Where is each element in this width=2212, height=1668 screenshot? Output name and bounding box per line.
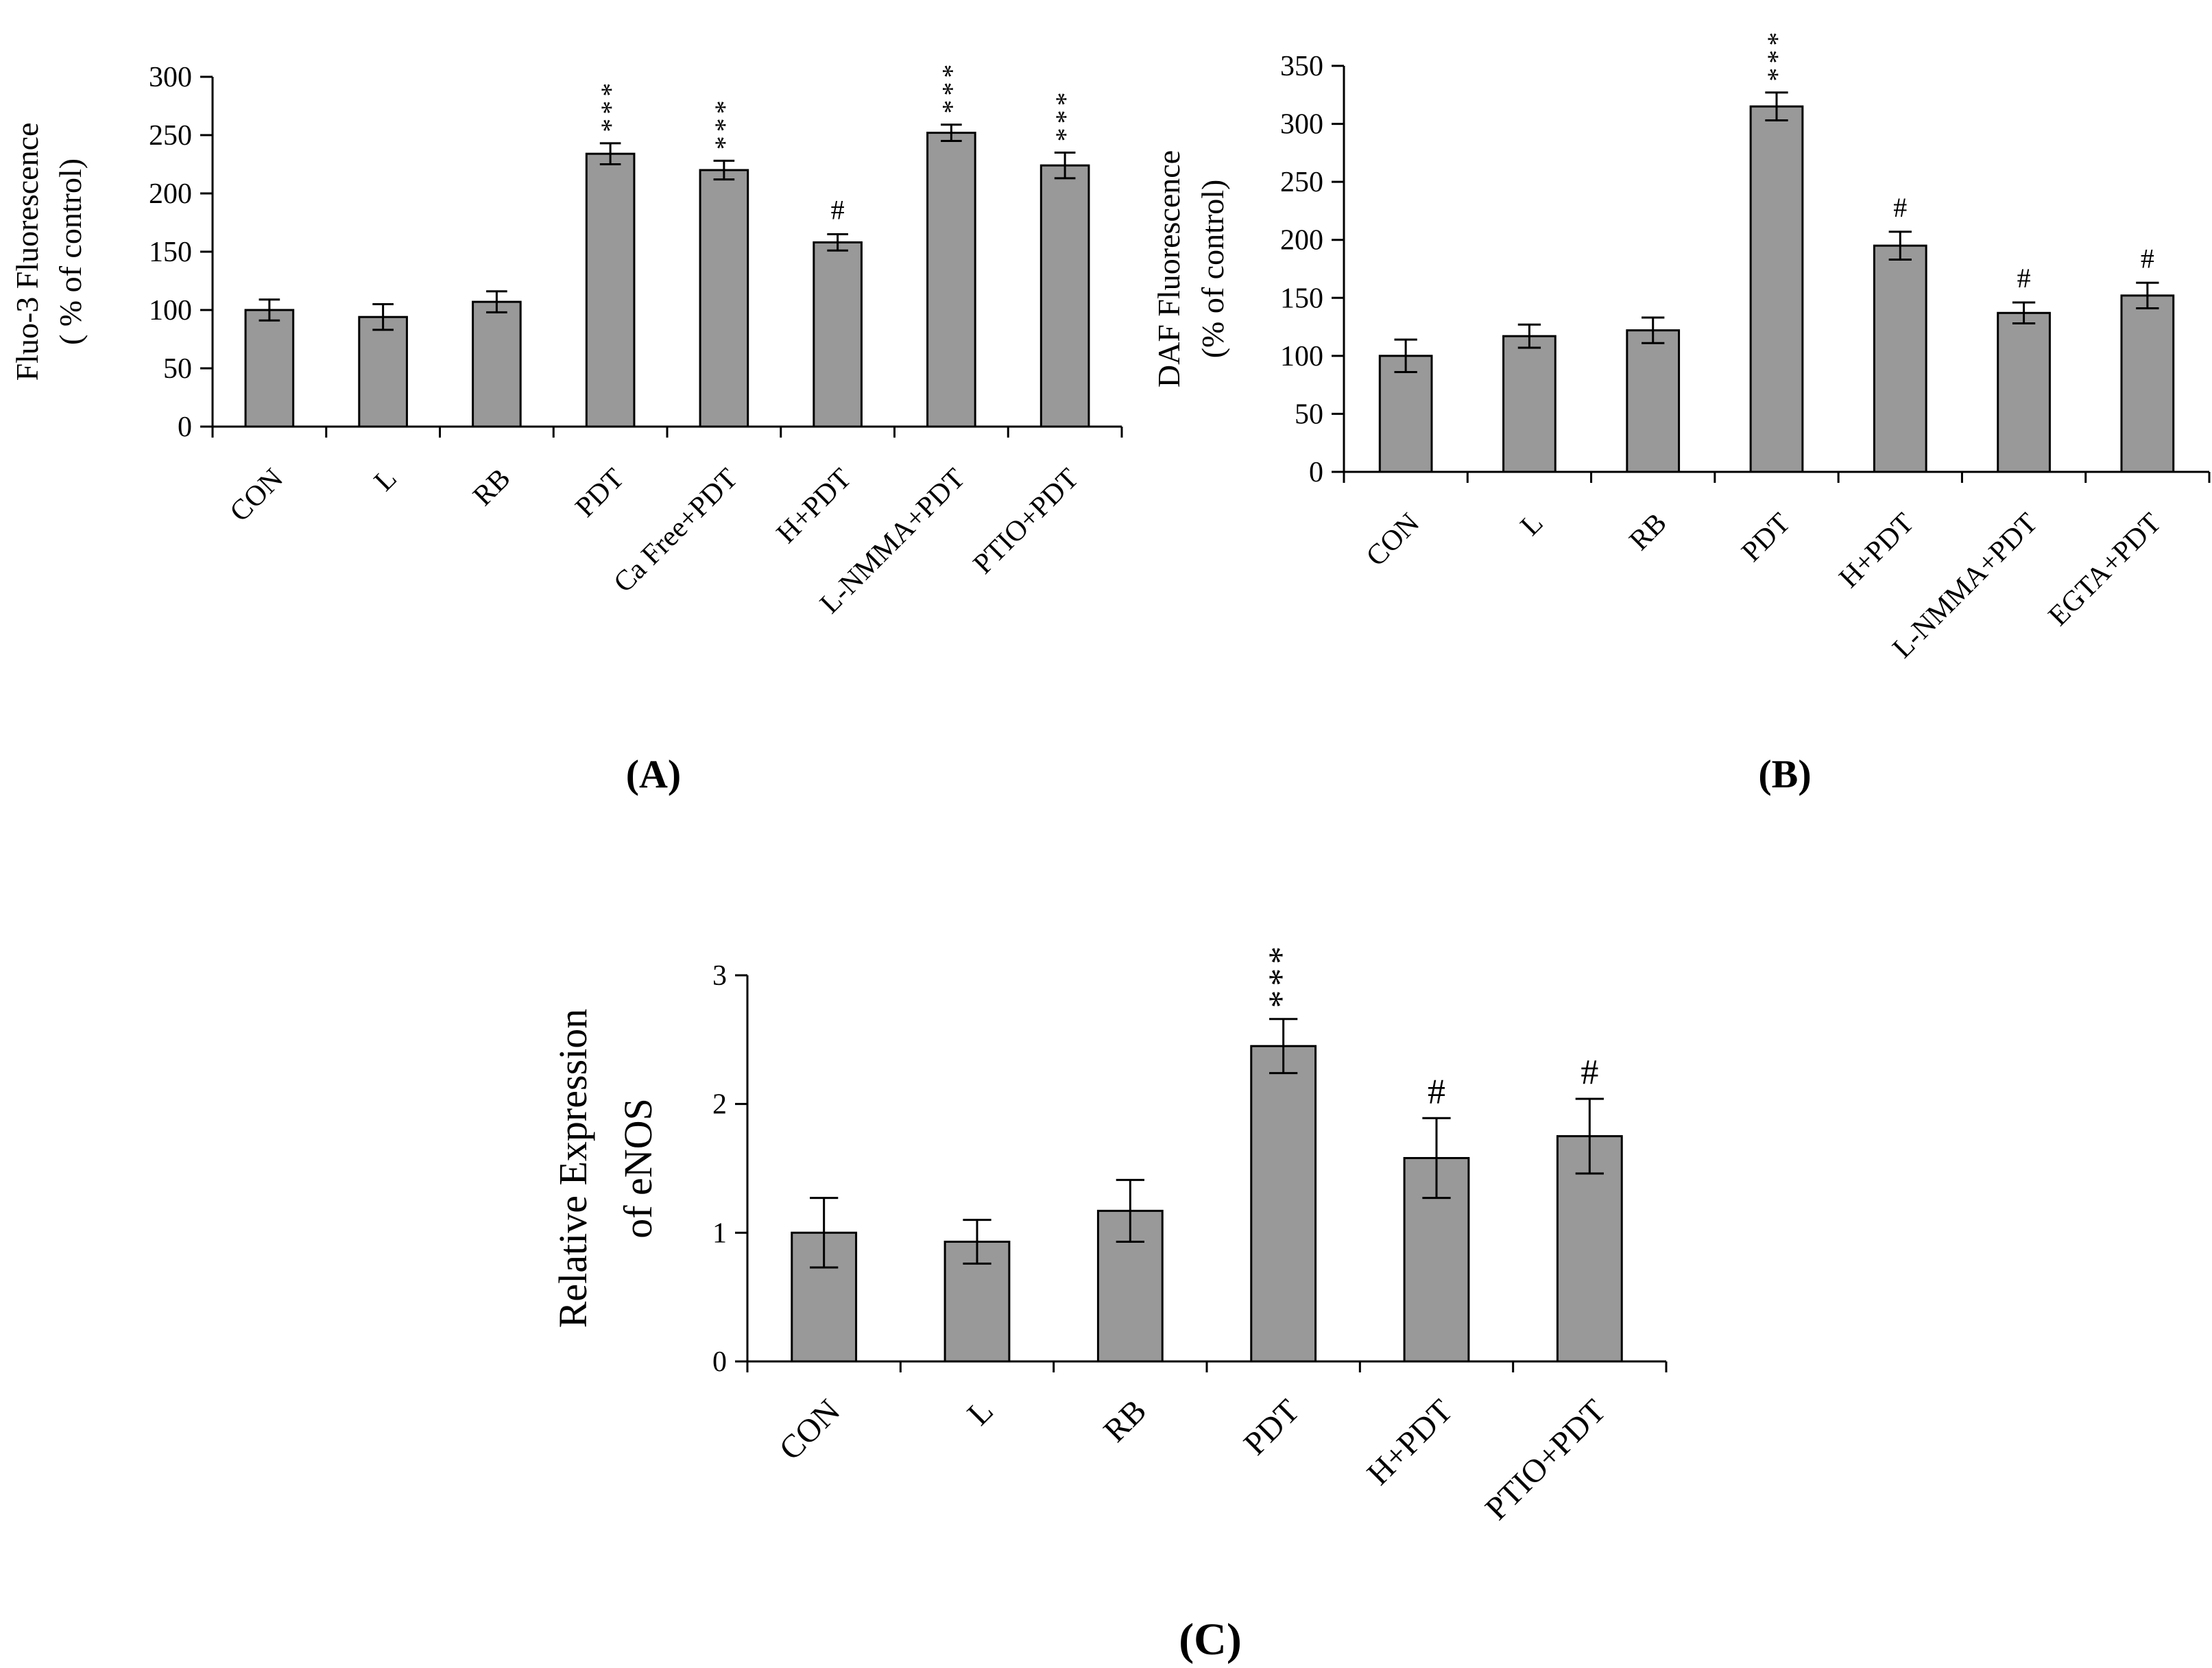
panel-label: (B)	[1758, 752, 1811, 796]
y-tick-label: 100	[1280, 341, 1323, 372]
y-tick-label: 300	[1280, 109, 1323, 141]
chart-panel-c: 0 1 2 3 CON L RB *** PDT # H+PDT # PTIO+PDT Relative …	[551, 942, 1668, 1665]
significance-mark: ***	[1050, 88, 1081, 142]
bar	[926, 132, 976, 428]
significance-mark: ***	[709, 96, 740, 150]
bar	[813, 241, 863, 428]
y-tick-label: 150	[1280, 283, 1323, 314]
category-label: RB	[467, 463, 516, 512]
category-label: RB	[1096, 1392, 1153, 1449]
category-label: PTIO+PDT	[1478, 1392, 1613, 1527]
bar	[358, 315, 408, 428]
bar	[1997, 311, 2051, 473]
category-label: CON	[224, 463, 289, 528]
category-label: CON	[1360, 508, 1426, 573]
significance-mark: #	[831, 195, 845, 226]
y-tick-label: 1	[712, 1217, 727, 1249]
bar	[1626, 329, 1681, 473]
panel-label: (A)	[626, 752, 682, 796]
category-label: PDT	[1237, 1392, 1307, 1462]
y-tick-label: 300	[149, 62, 192, 93]
y-tick-label: 0	[178, 412, 192, 443]
y-tick-label: 200	[1280, 225, 1323, 257]
bar	[1502, 335, 1556, 473]
significance-mark: ***	[1762, 28, 1792, 82]
chart-panel-b: 0 50 100 150 200 250 300 350 CON L RB *** PDT # H+PDT #…	[1151, 28, 2211, 796]
panel-label: (C)	[1179, 1615, 1242, 1665]
y-tick-label: 200	[149, 178, 192, 210]
category-label: CON	[772, 1392, 847, 1467]
y-tick-label: 50	[1295, 398, 1323, 430]
bar	[1749, 105, 1804, 473]
y-tick-label: 3	[712, 960, 727, 992]
significance-mark: #	[1428, 1072, 1445, 1111]
y-axis-title: Fluo-3 Fluorescence	[10, 123, 45, 381]
y-axis-title: (% of control)	[1195, 180, 1230, 359]
category-label: PDT	[1735, 508, 1796, 569]
y-axis-title: DAF Fluorescence	[1151, 150, 1186, 388]
y-axis-title: Relative Expression	[551, 1009, 595, 1329]
bar	[2120, 294, 2175, 473]
y-tick-label: 350	[1280, 51, 1323, 82]
y-tick-label: 50	[163, 353, 192, 385]
category-label: H+PDT	[1360, 1392, 1460, 1492]
bar	[244, 309, 295, 428]
y-tick-label: 0	[1309, 457, 1323, 488]
category-label: L	[1515, 508, 1550, 543]
category-label: L	[961, 1392, 1000, 1432]
y-tick-label: 250	[149, 120, 192, 152]
y-axis-title: ( % of control)	[53, 158, 88, 345]
category-label: H+PDT	[1834, 508, 1921, 595]
y-axis-title: of eNOS	[616, 1098, 660, 1239]
y-tick-label: 150	[149, 237, 192, 268]
y-tick-label: 2	[712, 1089, 727, 1121]
bar	[699, 169, 749, 428]
significance-mark: #	[2141, 243, 2154, 274]
significance-mark: ***	[595, 79, 626, 132]
bar	[1378, 355, 1433, 473]
y-tick-label: 250	[1280, 167, 1323, 198]
category-label: PTIO+PDT	[967, 463, 1085, 580]
y-tick-label: 100	[149, 295, 192, 326]
bar	[585, 152, 636, 428]
bar	[1873, 244, 1927, 473]
category-label: L	[368, 463, 403, 498]
bar	[1250, 1045, 1317, 1363]
category-label: EGTA+PDT	[2043, 508, 2167, 632]
category-label: H+PDT	[771, 463, 858, 550]
significance-mark: #	[1893, 192, 1907, 223]
bar	[472, 300, 522, 428]
category-label: PDT	[570, 463, 631, 524]
category-label: RB	[1624, 508, 1673, 557]
significance-mark: ***	[936, 60, 967, 114]
bar	[1039, 164, 1090, 428]
significance-mark: #	[1580, 1053, 1598, 1092]
y-tick-label: 0	[712, 1346, 727, 1378]
significance-mark: #	[2017, 263, 2031, 294]
significance-mark: ***	[1262, 942, 1301, 1008]
